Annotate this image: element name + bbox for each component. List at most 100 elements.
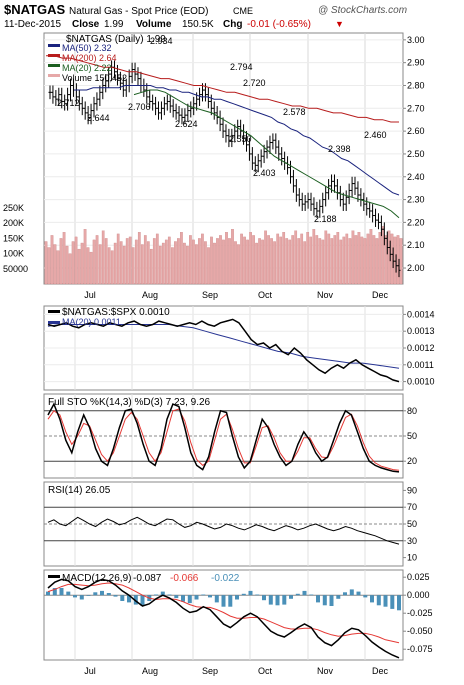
volume-bar <box>318 238 322 285</box>
volume-bar <box>180 232 183 285</box>
macd-histogram-bar <box>154 594 158 596</box>
symbol: $NATGAS <box>4 2 65 17</box>
volume-bar <box>327 233 331 285</box>
volume-bar <box>201 233 204 285</box>
price-annotation: 2.644 <box>87 113 110 123</box>
macd-histogram-bar <box>113 595 118 597</box>
legend-swatch <box>48 74 60 77</box>
volume-bar <box>74 236 78 285</box>
volume-bar <box>348 238 352 285</box>
macd-value: -0.087 <box>133 573 162 584</box>
macd-histogram-bar <box>268 595 273 605</box>
volume-axis-label: 50000 <box>3 264 28 274</box>
macd-histogram-bar <box>356 591 361 596</box>
month-label: Oct <box>258 666 273 676</box>
volume-bar <box>98 244 102 285</box>
ratio-title: $NATGAS:$SPX 0.0010 <box>62 307 170 318</box>
volume-bar <box>282 232 286 285</box>
volume-bar <box>324 230 328 285</box>
rsi-axis-label: 30 <box>407 536 417 546</box>
volume-bar <box>152 238 156 285</box>
macd-histogram-bar <box>235 595 239 600</box>
volume-bar <box>131 247 135 285</box>
volume-bar <box>297 238 301 285</box>
ratio-line <box>47 318 400 383</box>
volume-bar <box>225 232 228 285</box>
volume-bar <box>270 238 273 285</box>
price-axis-label: 2.00 <box>407 263 425 273</box>
volume-bar <box>288 239 292 285</box>
volume-bar <box>83 229 87 285</box>
volume-bar <box>243 236 246 285</box>
macd-panel <box>43 569 404 661</box>
macd-signal-line <box>47 582 400 644</box>
macd-histogram-bar <box>160 591 165 596</box>
macd-histogram-bar <box>201 594 206 596</box>
price-annotation: 2.720 <box>243 78 266 88</box>
volume-bar <box>134 239 138 285</box>
price-axis-label: 3.00 <box>407 35 425 45</box>
volume-bar <box>309 236 313 285</box>
volume-bar <box>216 238 219 285</box>
macd-histogram-bar <box>167 594 172 596</box>
volume-bar <box>210 236 213 285</box>
volume-bar <box>330 238 334 285</box>
volume-bar <box>381 226 385 285</box>
volume-bar <box>339 239 343 285</box>
volume-bar <box>249 232 252 285</box>
price-annotation: 2.934 <box>150 36 173 46</box>
legend-swatch <box>48 310 60 313</box>
volume-bar <box>312 229 316 285</box>
volume-bar <box>158 245 162 285</box>
volume-value: 150.5K <box>182 19 214 30</box>
stochastic-axis-label: 80 <box>407 406 417 416</box>
macd-signal-value: -0.066 <box>170 573 199 584</box>
price-annotation: 2.460 <box>364 130 387 140</box>
volume-bar <box>192 239 195 285</box>
volume-bar <box>186 245 189 285</box>
legend-item: MA(20) 0.0011 <box>62 317 121 327</box>
rsi-line <box>47 516 400 545</box>
volume-bar <box>276 233 280 285</box>
volume-bar <box>107 247 111 285</box>
price-annotation: 2.794 <box>230 62 253 72</box>
macd-histogram-bar <box>343 592 347 596</box>
chg-label: Chg <box>223 19 242 30</box>
volume-bar <box>303 241 307 285</box>
volume-bar <box>378 232 382 285</box>
volume-bar <box>68 253 72 285</box>
volume-axis-label: 150K <box>3 233 24 243</box>
macd-histogram-value: -0.022 <box>211 573 240 584</box>
legend-item: MA(20) 2.22 <box>62 63 112 73</box>
volume-bar <box>95 235 99 285</box>
volume-bar <box>119 241 123 285</box>
rsi-axis-label: 10 <box>407 553 417 563</box>
volume-bar <box>207 247 210 285</box>
volume-bar <box>47 247 51 285</box>
price-annotation: 2.188 <box>314 214 337 224</box>
volume-bar <box>198 238 201 285</box>
macd-histogram-bar <box>73 595 77 598</box>
macd-axis-label: -0.075 <box>407 644 433 654</box>
volume-bar <box>246 239 249 285</box>
macd-axis-label: 0.025 <box>407 572 430 582</box>
macd-histogram-bar <box>363 595 368 598</box>
volume-bar <box>80 242 84 285</box>
price-axis-label: 2.90 <box>407 58 425 68</box>
macd-title: MACD(12,26,9) <box>62 573 131 584</box>
volume-bar <box>140 244 144 285</box>
volume-bar <box>399 238 403 285</box>
volume-bar <box>363 238 367 285</box>
down-arrow-icon: ▼ <box>335 19 344 29</box>
volume-axis-label: 200K <box>3 218 24 228</box>
price-annotation: 2.398 <box>328 144 351 154</box>
macd-histogram-bar <box>302 590 307 596</box>
quote-date: 11-Dec-2015 <box>4 19 62 30</box>
volume-bar <box>137 232 141 285</box>
price-annotation: 2.706 <box>128 102 151 112</box>
volume-bar <box>86 247 90 285</box>
volume-bar <box>315 235 319 285</box>
close-label: Close <box>72 19 100 30</box>
security-name: Natural Gas - Spot Price (EOD) <box>69 6 208 17</box>
